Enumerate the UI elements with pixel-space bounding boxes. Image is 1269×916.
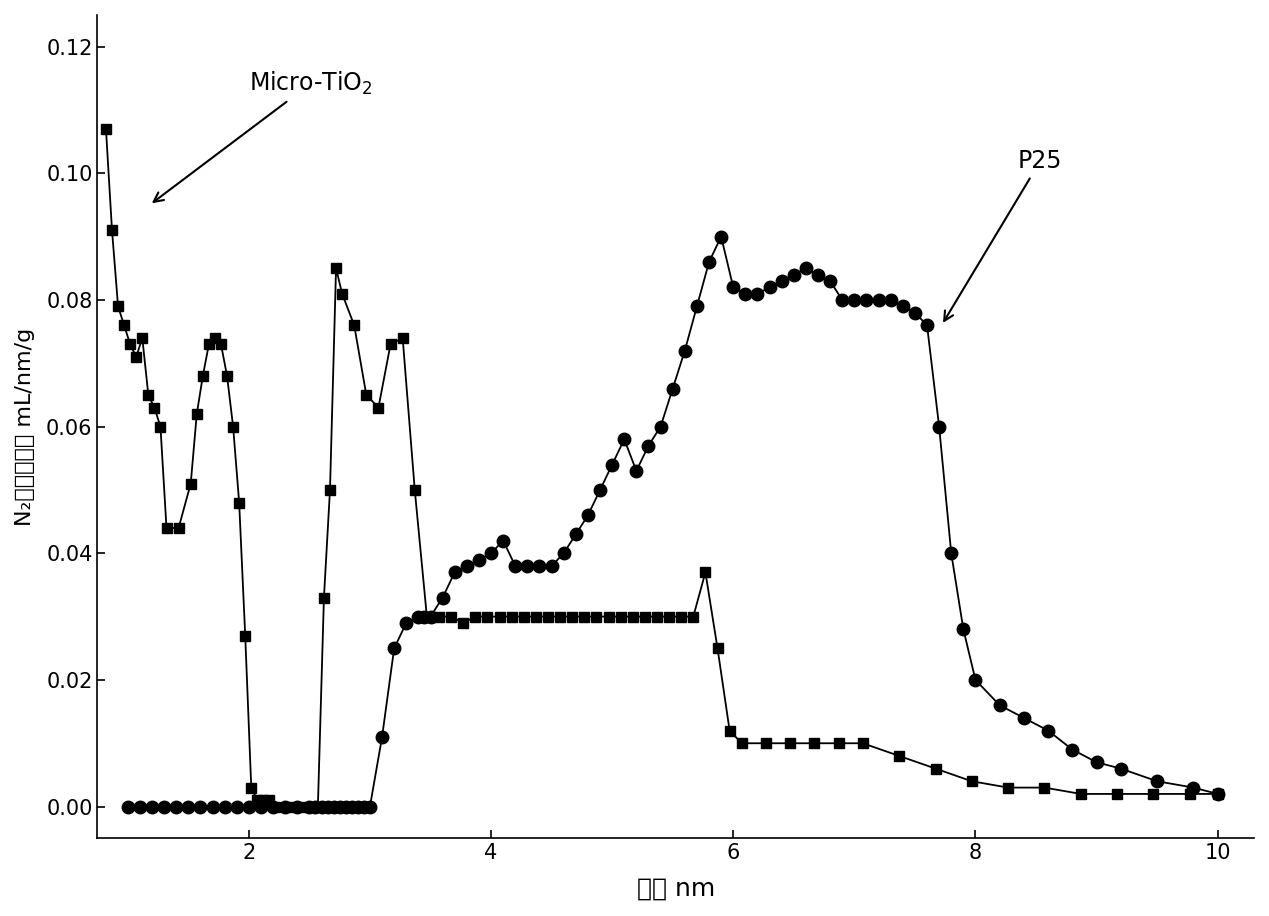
Text: Micro-TiO$_2$: Micro-TiO$_2$: [154, 71, 372, 202]
Y-axis label: N₂吸附量积分 mL/nm/g: N₂吸附量积分 mL/nm/g: [15, 328, 36, 526]
Text: P25: P25: [944, 149, 1062, 321]
X-axis label: 孔径 nm: 孔径 nm: [637, 877, 714, 901]
